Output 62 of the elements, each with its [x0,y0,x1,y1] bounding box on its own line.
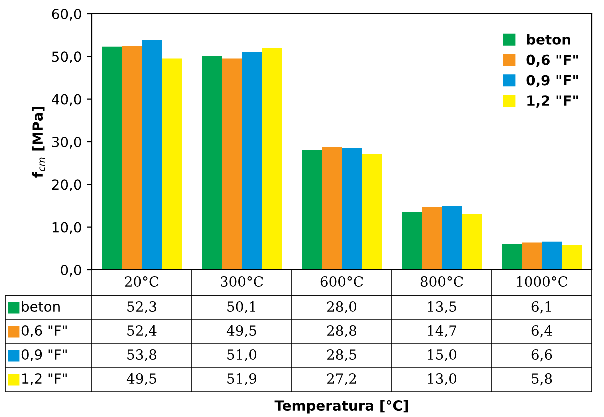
bar [542,242,562,270]
y-tick-label: 60,0 [52,8,82,21]
bar [562,245,582,270]
text: 1,2 "F" [22,374,67,386]
bar [402,212,422,270]
data-label: 53,8 [128,350,157,362]
x-tick-label: 1000°C [517,276,568,288]
bar [522,242,542,270]
y-tick-label: 50,0 [52,52,82,64]
data-label: 13,0 [428,374,457,386]
legend-label: 0,9 "F" [526,75,578,88]
y-tick-label: 30,0 [52,136,82,149]
data-label: 51,9 [228,374,257,386]
data-label: 13,5 [428,302,456,314]
text: 0,9 "F" [22,350,67,362]
bar [462,214,482,270]
legend-label: beton [527,34,570,45]
data-label: 5,8 [532,374,552,386]
y-axis-title: f$_{cm}$ [MPa] [32,107,46,178]
bar [302,150,322,270]
data-label: 49,5 [126,374,156,386]
bar [442,206,462,270]
bar [202,56,222,270]
data-label: 28,8 [327,326,357,338]
x-tick-label: 800°C [420,276,464,288]
bar [422,207,442,270]
data-label: 6,6 [532,350,552,362]
data-label: 28,0 [327,302,357,314]
bar [122,46,142,270]
text: beton [22,301,60,312]
data-label: 52,4 [128,326,157,338]
bar [142,40,162,270]
data-label: 28,5 [327,350,356,362]
y-tick-label: 10,0 [52,222,82,234]
data-label: 15,0 [428,350,457,362]
data-label: 51,0 [228,350,257,362]
text: 0,6 "F" [22,326,67,338]
x-tick-label: 20°C [125,276,159,288]
bar [222,58,242,270]
data-label: 27,2 [327,374,356,386]
y-tick-label: 0,0 [61,264,82,277]
legend-label: 1,2 "F" [528,96,578,108]
x-tick-label: 600°C [320,276,364,288]
y-tick-label: 40,0 [52,94,82,106]
legend-label: 0,6 "F" [526,54,578,68]
data-label: 14,7 [428,326,456,338]
bar [162,58,182,270]
bar [322,147,342,270]
bar [262,48,282,270]
data-label: 49,5 [226,326,256,338]
bar [242,52,262,270]
data-label: 6,1 [532,302,552,314]
y-tick-label: 20,0 [52,180,82,192]
bar [342,148,362,270]
x-tick-label: 300°C [221,276,264,288]
data-label: 52,3 [128,302,156,314]
bar [502,244,522,270]
bar [102,46,122,270]
text: Temperatura [°C] [274,400,408,414]
data-label: 50,1 [228,302,256,314]
data-label: 6,4 [532,326,552,338]
bar [362,154,382,270]
